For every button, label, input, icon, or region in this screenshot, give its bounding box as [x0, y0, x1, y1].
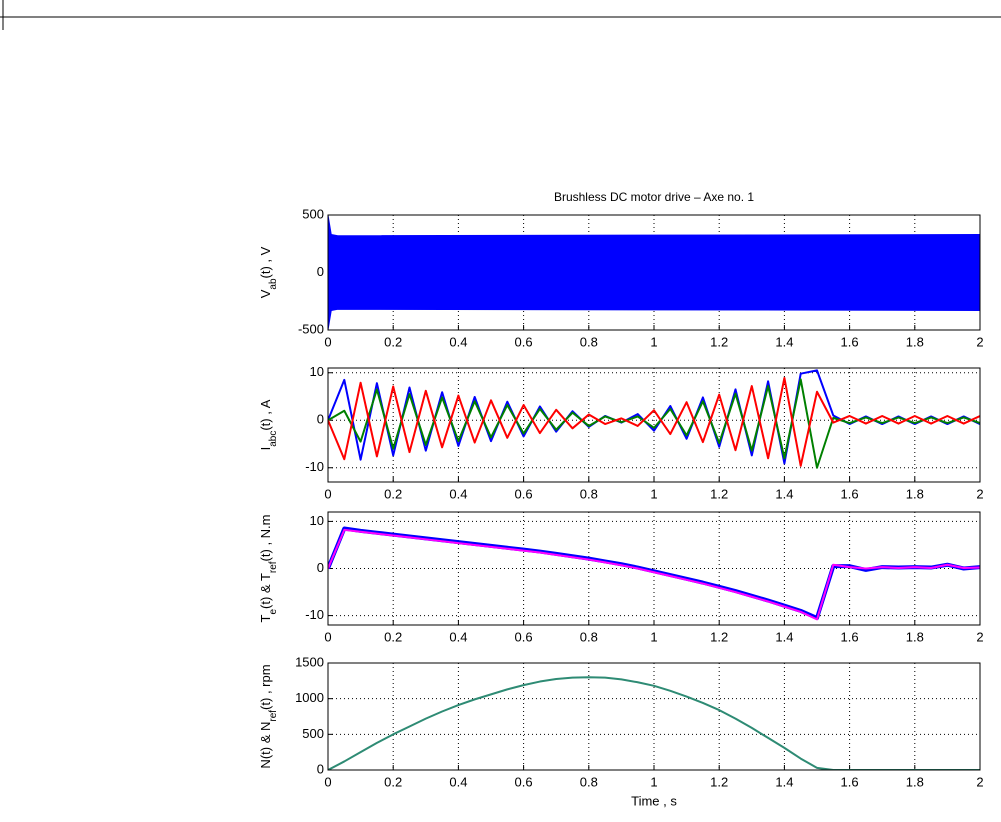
y-tick-label: 500 — [302, 726, 324, 741]
axes-box — [327, 214, 981, 331]
chart-title: Brushless DC motor drive – Axe no. 1 — [554, 190, 754, 204]
label-part: N(t) & N — [258, 722, 273, 769]
x-tick-label: 1 — [650, 334, 657, 349]
x-tick-label: 1.2 — [710, 486, 728, 501]
y-tick-label: 0 — [317, 412, 324, 427]
x-tick-label: 0.2 — [384, 334, 402, 349]
band-area — [328, 215, 980, 330]
y-tick-label: 1500 — [295, 654, 324, 669]
axes-box — [327, 511, 981, 626]
x-tick-label: 1.8 — [906, 486, 924, 501]
y-tick-label: 0 — [317, 761, 324, 776]
x-tick-label: 2 — [976, 334, 983, 349]
x-tick-label: 0 — [324, 334, 331, 349]
x-tick-label: 1 — [650, 486, 657, 501]
x-tick-label: 1 — [650, 774, 657, 789]
series-line — [328, 676, 980, 770]
x-tick-label: 1.6 — [841, 629, 859, 644]
label-part: I — [258, 447, 273, 451]
label-subscript: e — [268, 609, 279, 615]
x-tick-label: 1.2 — [710, 629, 728, 644]
x-tick-label: 1.6 — [841, 486, 859, 501]
x-tick-label: 0.6 — [515, 334, 533, 349]
y-axis-label: Iabc(t) , A — [258, 399, 279, 450]
axes-box — [327, 662, 981, 771]
x-tick-label: 0.8 — [580, 629, 598, 644]
x-tick-label: 0.4 — [449, 774, 467, 789]
x-tick-label: 1.6 — [841, 334, 859, 349]
y-axis-label: N(t) & Nref(t) , rpm — [258, 664, 279, 768]
x-tick-label: 0.4 — [449, 486, 467, 501]
label-subscript: ab — [268, 278, 279, 290]
x-tick-label: 1.2 — [710, 334, 728, 349]
label-subscript: abc — [268, 431, 279, 447]
label-subscript: ref — [268, 561, 279, 573]
x-tick-label: 0.6 — [515, 629, 533, 644]
x-tick-label: 0.8 — [580, 334, 598, 349]
label-part: (t) , A — [258, 399, 273, 430]
y-tick-label: 0 — [317, 560, 324, 575]
x-tick-label: 0.8 — [580, 486, 598, 501]
label-part: V — [258, 289, 273, 298]
x-tick-label: 0.2 — [384, 774, 402, 789]
y-tick-label: -10 — [305, 459, 324, 474]
label-part: T — [258, 615, 273, 623]
series-line — [328, 528, 980, 621]
x-tick-label: 0 — [324, 486, 331, 501]
label-part: (t) , rpm — [258, 664, 273, 710]
x-tick-label: 0 — [324, 774, 331, 789]
x-tick-label: 1.4 — [775, 486, 793, 501]
x-tick-label: 1.4 — [775, 629, 793, 644]
subplot: 0 500 1000 1500 0 0.2 0.4 0.6 0.8 1 1.2 1.4 1.6 1.8 2 N… — [258, 654, 984, 808]
x-tick-label: 1.8 — [906, 774, 924, 789]
y-tick-label: 10 — [310, 364, 324, 379]
x-axis-label: Time , s — [631, 793, 677, 808]
y-tick-label: -10 — [305, 607, 324, 622]
axes-box — [327, 367, 981, 483]
x-tick-label: 1.8 — [906, 334, 924, 349]
y-tick-label: 0 — [317, 264, 324, 279]
x-tick-label: 0.6 — [515, 486, 533, 501]
x-tick-label: 0.2 — [384, 629, 402, 644]
x-tick-label: 1 — [650, 629, 657, 644]
x-tick-label: 0 — [324, 629, 331, 644]
label-part: (t) & T — [258, 573, 273, 609]
y-tick-label: 1000 — [295, 690, 324, 705]
x-tick-label: 1.6 — [841, 774, 859, 789]
y-tick-label: 500 — [302, 206, 324, 221]
x-tick-label: 2 — [976, 774, 983, 789]
x-tick-label: 1.2 — [710, 774, 728, 789]
series-line — [328, 376, 980, 467]
series-line — [328, 378, 980, 469]
x-tick-label: 0.6 — [515, 774, 533, 789]
x-tick-label: 0.4 — [449, 334, 467, 349]
y-tick-label: 10 — [310, 513, 324, 528]
y-axis-label: Vab(t) , V — [258, 246, 279, 298]
label-part: (t) , N.m — [258, 515, 273, 562]
x-tick-label: 1.4 — [775, 774, 793, 789]
label-part: (t) , V — [258, 246, 273, 278]
x-tick-label: 2 — [976, 486, 983, 501]
x-tick-label: 2 — [976, 629, 983, 644]
x-tick-label: 0.4 — [449, 629, 467, 644]
x-tick-label: 1.4 — [775, 334, 793, 349]
x-tick-label: 1.8 — [906, 629, 924, 644]
x-tick-label: 0.8 — [580, 774, 598, 789]
y-axis-label: Te(t) & Tref(t) , N.m — [258, 515, 279, 623]
label-subscript: ref — [268, 710, 279, 722]
x-tick-label: 0.2 — [384, 486, 402, 501]
y-tick-label: -500 — [298, 321, 324, 336]
